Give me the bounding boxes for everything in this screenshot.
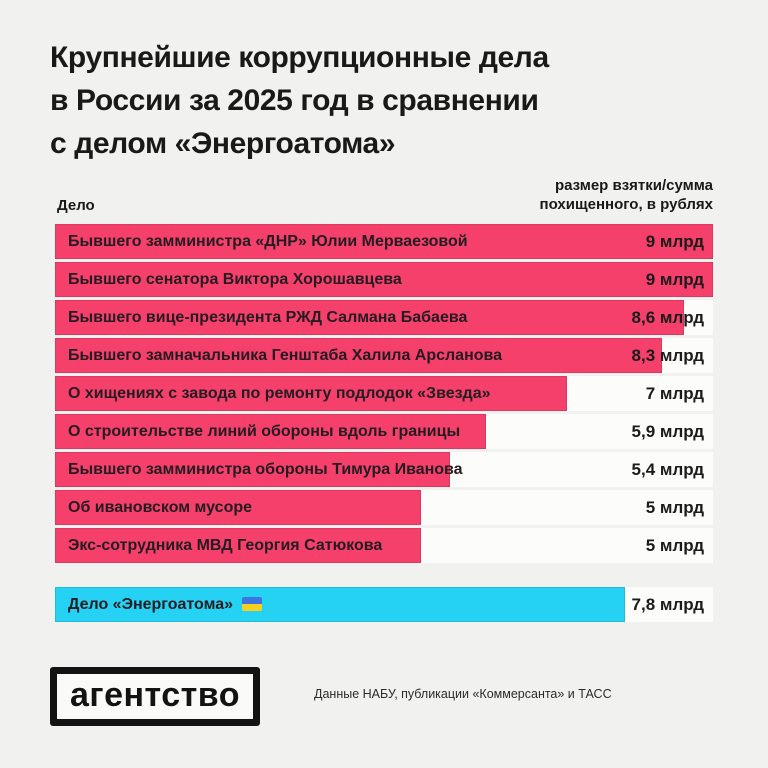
bar-rows: Бывшего замминистра «ДНР» Юлии Мерваезов… <box>55 224 713 566</box>
case-bar: Бывшего сенатора Виктора Хорошавцева <box>55 262 713 297</box>
case-label: Бывшего замминистра обороны Тимура Ивано… <box>68 460 463 478</box>
case-bar: Бывшего вице-президента РЖД Салмана Баба… <box>55 300 684 335</box>
case-value: 5 млрд <box>645 497 704 517</box>
chart-row: Бывшего замминистра обороны Тимура Ивано… <box>55 452 713 487</box>
case-label: Бывшего замначальника Генштаба Халила Ар… <box>68 346 503 364</box>
highlight-row: Дело «Энергоатома» 7,8 млрд <box>55 587 713 622</box>
agentstvo-logo: агентство <box>50 667 261 726</box>
highlight-bar: Дело «Энергоатома» <box>55 587 626 622</box>
chart-row: О строительстве линий обороны вдоль гран… <box>55 414 713 449</box>
case-bar: Бывшего замминистра обороны Тимура Ивано… <box>55 452 463 487</box>
page-title: Крупнейшие коррупционные дела в России з… <box>50 41 549 160</box>
highlight-bar-label: Дело «Энергоатома» <box>68 596 263 614</box>
case-label: Экс-сотрудника МВД Георгия Сатюкова <box>68 536 383 554</box>
logo-text: агентство <box>70 676 241 714</box>
case-value: 5,4 млрд <box>631 459 704 479</box>
case-value: 9 млрд <box>645 269 704 289</box>
case-bar: Бывшего замминистра «ДНР» Юлии Мерваезов… <box>55 224 713 259</box>
case-bar: О хищениях с завода по ремонту подлодок … <box>55 376 567 411</box>
data-source-note: Данные НАБУ, публикации «Коммерсанта» и … <box>314 687 612 701</box>
case-column-header: Дело <box>57 197 95 214</box>
value-column-header: размер взятки/сумма похищенного, в рубля… <box>539 177 713 213</box>
table-header: Дело размер взятки/сумма похищенного, в … <box>55 168 713 216</box>
case-value: 8,6 млрд <box>631 307 704 327</box>
ukraine-flag-icon <box>242 596 263 611</box>
highlight-bar-value: 7,8 млрд <box>631 594 704 614</box>
case-label: Бывшего замминистра «ДНР» Юлии Мерваезов… <box>68 232 468 250</box>
case-bar: О строительстве линий обороны вдоль гран… <box>55 414 487 449</box>
chart-row: Бывшего замминистра «ДНР» Юлии Мерваезов… <box>55 224 713 259</box>
chart-row: Об ивановском мусоре 5 млрд <box>55 490 713 525</box>
case-bar: Бывшего замначальника Генштаба Халила Ар… <box>55 338 662 373</box>
case-value: 5 млрд <box>645 535 704 555</box>
case-label: О строительстве линий обороны вдоль гран… <box>68 422 461 440</box>
chart-row: Экс-сотрудника МВД Георгия Сатюкова 5 млр… <box>55 528 713 563</box>
chart-row: О хищениях с завода по ремонту подлодок … <box>55 376 713 411</box>
case-value: 7 млрд <box>645 383 704 403</box>
case-label: Об ивановском мусоре <box>68 498 253 516</box>
case-label: Бывшего вице-президента РЖД Салмана Баба… <box>68 308 468 326</box>
case-value: 5,9 млрд <box>631 421 704 441</box>
case-value: 8,3 млрд <box>631 345 704 365</box>
case-label: О хищениях с завода по ремонту подлодок … <box>68 384 491 402</box>
chart-row: Бывшего сенатора Виктора Хорошавцева 9 мл… <box>55 262 713 297</box>
case-bar: Экс-сотрудника МВД Георгия Сатюкова <box>55 528 421 563</box>
chart-row: Бывшего вице-президента РЖД Салмана Баба… <box>55 300 713 335</box>
case-label: Бывшего сенатора Виктора Хорошавцева <box>68 270 402 288</box>
case-value: 9 млрд <box>645 231 704 251</box>
case-bar: Об ивановском мусоре <box>55 490 421 525</box>
chart-row: Бывшего замначальника Генштаба Халила Ар… <box>55 338 713 373</box>
